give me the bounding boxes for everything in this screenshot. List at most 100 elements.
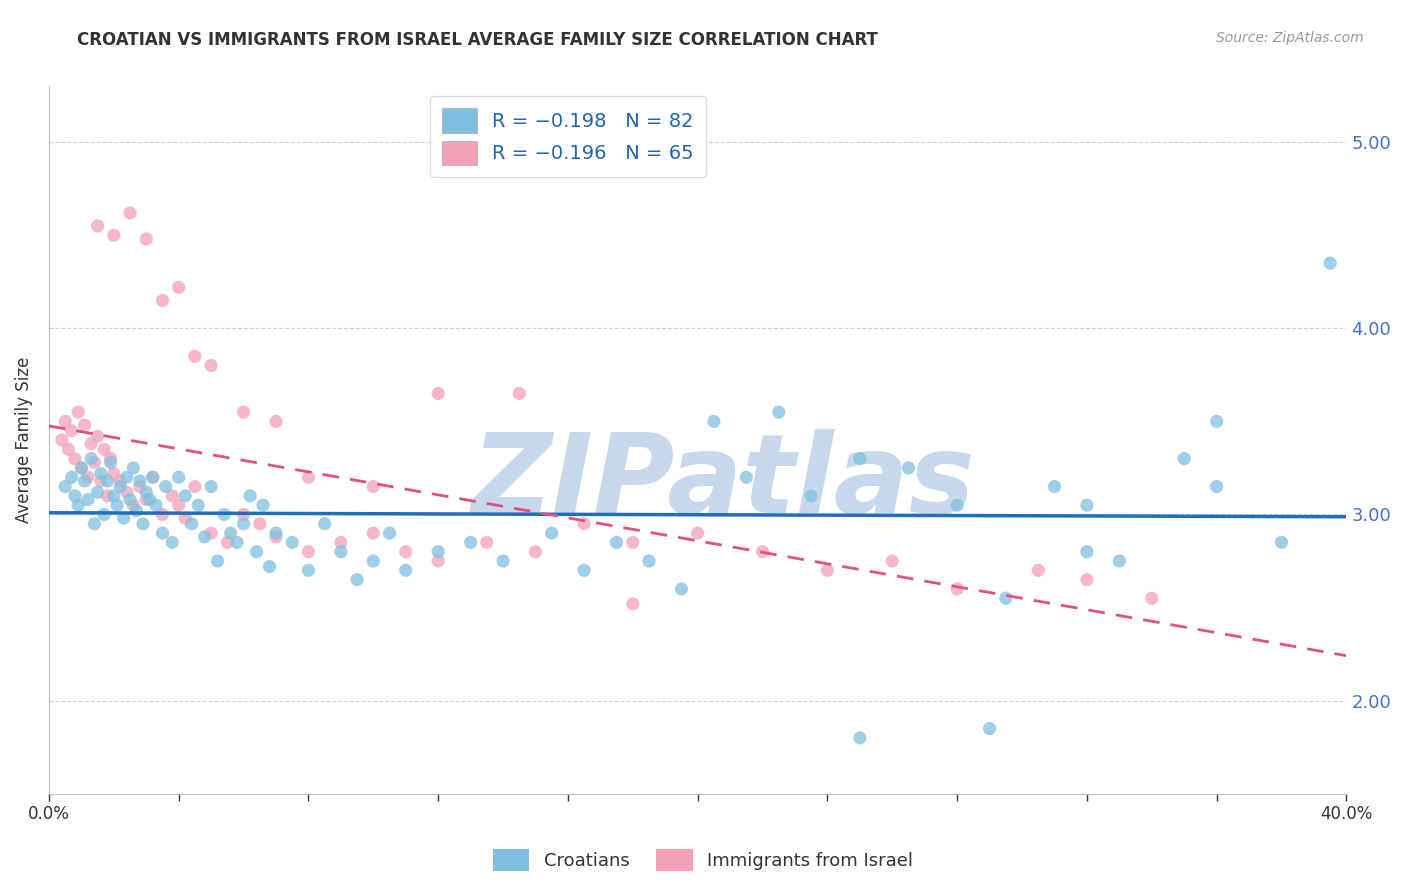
Immigrants from Israel	[51, 433, 73, 447]
Croatians	[86, 485, 108, 500]
Immigrants from Israel	[232, 405, 254, 419]
Immigrants from Israel	[572, 516, 595, 531]
Croatians	[492, 554, 515, 568]
Croatians	[100, 455, 122, 469]
Croatians	[160, 535, 183, 549]
Croatians	[90, 467, 112, 481]
Croatians	[194, 530, 217, 544]
Croatians	[800, 489, 823, 503]
Immigrants from Israel	[103, 467, 125, 481]
Croatians	[110, 479, 132, 493]
Croatians	[145, 498, 167, 512]
Croatians	[1319, 256, 1341, 270]
Croatians	[142, 470, 165, 484]
Immigrants from Israel	[77, 470, 100, 484]
Croatians	[60, 470, 83, 484]
Immigrants from Israel	[58, 442, 80, 457]
Croatians	[200, 479, 222, 493]
Croatians	[946, 498, 969, 512]
Immigrants from Israel	[946, 582, 969, 596]
Immigrants from Israel	[80, 436, 103, 450]
Immigrants from Israel	[524, 544, 547, 558]
Immigrants from Israel	[86, 429, 108, 443]
Immigrants from Israel	[1140, 591, 1163, 606]
Croatians	[314, 516, 336, 531]
Immigrants from Israel	[815, 563, 838, 577]
Legend: Croatians, Immigrants from Israel: Croatians, Immigrants from Israel	[486, 842, 920, 879]
Text: ZIPatlas: ZIPatlas	[472, 429, 976, 536]
Immigrants from Israel	[142, 470, 165, 484]
Croatians	[638, 554, 661, 568]
Croatians	[122, 461, 145, 475]
Immigrants from Israel	[83, 455, 105, 469]
Croatians	[125, 504, 148, 518]
Croatians	[768, 405, 790, 419]
Croatians	[105, 498, 128, 512]
Immigrants from Israel	[135, 232, 157, 246]
Immigrants from Israel	[621, 535, 644, 549]
Croatians	[1108, 554, 1130, 568]
Immigrants from Israel	[200, 526, 222, 541]
Croatians	[363, 554, 385, 568]
Immigrants from Israel	[363, 479, 385, 493]
Immigrants from Israel	[751, 544, 773, 558]
Text: CROATIAN VS IMMIGRANTS FROM ISRAEL AVERAGE FAMILY SIZE CORRELATION CHART: CROATIAN VS IMMIGRANTS FROM ISRAEL AVERA…	[77, 31, 879, 49]
Immigrants from Israel	[184, 349, 207, 363]
Immigrants from Israel	[1026, 563, 1049, 577]
Immigrants from Israel	[686, 526, 709, 541]
Croatians	[120, 492, 142, 507]
Croatians	[1205, 414, 1227, 428]
Immigrants from Israel	[249, 516, 271, 531]
Croatians	[187, 498, 209, 512]
Croatians	[1076, 544, 1098, 558]
Immigrants from Israel	[329, 535, 352, 549]
Croatians	[239, 489, 262, 503]
Immigrants from Israel	[73, 418, 96, 433]
Croatians	[460, 535, 482, 549]
Immigrants from Israel	[427, 386, 450, 401]
Croatians	[1205, 479, 1227, 493]
Immigrants from Israel	[184, 479, 207, 493]
Croatians	[80, 451, 103, 466]
Immigrants from Israel	[217, 535, 239, 549]
Immigrants from Israel	[232, 508, 254, 522]
Immigrants from Israel	[86, 219, 108, 233]
Croatians	[252, 498, 274, 512]
Immigrants from Israel	[100, 451, 122, 466]
Croatians	[152, 526, 174, 541]
Immigrants from Israel	[110, 474, 132, 488]
Croatians	[572, 563, 595, 577]
Immigrants from Israel	[264, 414, 287, 428]
Croatians	[73, 474, 96, 488]
Croatians	[67, 498, 90, 512]
Croatians	[897, 461, 920, 475]
Immigrants from Israel	[427, 554, 450, 568]
Immigrants from Israel	[395, 544, 418, 558]
Immigrants from Israel	[882, 554, 904, 568]
Text: Source: ZipAtlas.com: Source: ZipAtlas.com	[1216, 31, 1364, 45]
Immigrants from Israel	[200, 359, 222, 373]
Croatians	[63, 489, 86, 503]
Croatians	[103, 489, 125, 503]
Immigrants from Israel	[135, 492, 157, 507]
Croatians	[245, 544, 267, 558]
Immigrants from Israel	[70, 461, 93, 475]
Immigrants from Israel	[152, 293, 174, 308]
Immigrants from Israel	[115, 485, 138, 500]
Immigrants from Israel	[122, 498, 145, 512]
Immigrants from Israel	[297, 544, 319, 558]
Croatians	[128, 474, 150, 488]
Croatians	[83, 516, 105, 531]
Immigrants from Israel	[128, 479, 150, 493]
Immigrants from Israel	[63, 451, 86, 466]
Croatians	[703, 414, 725, 428]
Croatians	[849, 731, 872, 745]
Croatians	[346, 573, 368, 587]
Immigrants from Israel	[363, 526, 385, 541]
Croatians	[135, 485, 157, 500]
Immigrants from Israel	[60, 424, 83, 438]
Croatians	[112, 511, 135, 525]
Immigrants from Israel	[174, 511, 197, 525]
Legend: R = −0.198   N = 82, R = −0.196   N = 65: R = −0.198 N = 82, R = −0.196 N = 65	[430, 96, 706, 178]
Croatians	[93, 508, 115, 522]
